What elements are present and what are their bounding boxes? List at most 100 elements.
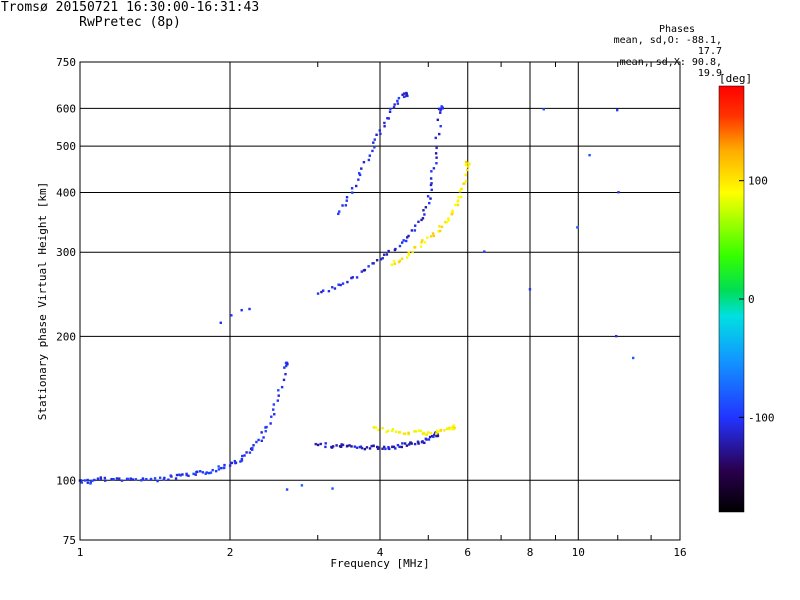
echo-point xyxy=(141,477,145,480)
echo-point xyxy=(615,108,619,112)
echo-point xyxy=(615,334,618,338)
echo-point xyxy=(181,473,184,476)
echo-point xyxy=(252,444,255,447)
echo-point xyxy=(153,477,157,480)
echo-point xyxy=(264,429,267,433)
echo-point xyxy=(277,394,280,397)
echo-point xyxy=(403,442,407,445)
echo-point xyxy=(429,177,433,180)
echo-point xyxy=(196,470,199,473)
echo-point xyxy=(423,432,426,436)
echo-point xyxy=(451,425,455,429)
echo-point xyxy=(344,204,348,207)
echo-point xyxy=(407,431,410,435)
echo-point xyxy=(402,92,406,95)
echo-point xyxy=(99,476,103,479)
echo-point xyxy=(459,195,463,199)
y-tick-label: 600 xyxy=(56,102,76,115)
echo-point xyxy=(324,445,327,449)
echo-point xyxy=(405,444,409,447)
echo-point xyxy=(262,436,265,439)
echo-point xyxy=(360,446,364,450)
echo-point xyxy=(387,249,390,253)
echo-point xyxy=(420,218,423,222)
echo-point xyxy=(424,206,428,209)
echo-point xyxy=(391,428,395,431)
echo-point xyxy=(179,474,182,477)
echo-point xyxy=(156,479,159,483)
echo-point xyxy=(378,129,382,132)
echo-point xyxy=(320,290,323,294)
x-tick-label: 2 xyxy=(227,546,234,559)
echo-point xyxy=(398,259,402,263)
echo-point xyxy=(381,257,384,260)
echo-point xyxy=(416,440,420,443)
echo-point xyxy=(393,262,396,265)
x-axis-label: Frequency [MHz] xyxy=(330,557,429,570)
echo-point xyxy=(384,447,387,451)
echo-point xyxy=(423,241,427,244)
echo-point xyxy=(209,471,213,474)
echo-point xyxy=(255,440,258,444)
echo-point xyxy=(341,282,345,285)
echo-point xyxy=(239,460,242,463)
echo-point xyxy=(91,479,94,482)
echo-point xyxy=(432,435,435,438)
echo-point xyxy=(240,459,244,462)
echo-point xyxy=(458,190,462,193)
echo-point xyxy=(387,117,390,120)
echo-point xyxy=(390,429,394,432)
echo-point xyxy=(277,389,280,392)
echo-point xyxy=(407,443,411,446)
echo-point xyxy=(355,184,358,188)
echo-point xyxy=(110,477,113,481)
x-tick-label: 6 xyxy=(464,546,471,559)
echo-point xyxy=(398,445,401,449)
echo-point xyxy=(260,439,263,442)
echo-point xyxy=(439,111,442,114)
echo-point xyxy=(368,447,372,450)
echo-point xyxy=(272,408,275,411)
y-tick-label: 200 xyxy=(56,330,76,343)
echo-point xyxy=(452,427,455,431)
echo-point xyxy=(199,470,202,473)
echo-point xyxy=(284,372,287,376)
y-tick-label: 100 xyxy=(56,474,76,487)
echo-point xyxy=(187,474,190,478)
echo-point xyxy=(355,446,359,449)
echo-point xyxy=(443,429,446,432)
echo-point xyxy=(248,451,252,454)
echo-point xyxy=(233,459,237,463)
echo-point xyxy=(450,427,453,430)
echo-point xyxy=(348,444,351,447)
echo-point xyxy=(230,314,233,317)
echo-point xyxy=(234,461,238,464)
echo-point xyxy=(387,446,390,449)
y-tick-label: 400 xyxy=(56,186,76,199)
echo-point xyxy=(93,478,96,482)
echo-point xyxy=(466,165,470,168)
echo-point xyxy=(388,447,391,451)
echo-point xyxy=(430,170,433,173)
echo-point xyxy=(483,250,486,253)
echo-point xyxy=(276,399,279,402)
echo-point xyxy=(407,253,410,257)
echo-point xyxy=(163,476,166,480)
echo-point xyxy=(439,428,443,432)
echo-point xyxy=(451,209,454,212)
echo-point xyxy=(429,183,433,187)
echo-point xyxy=(131,478,135,481)
echo-point xyxy=(358,173,362,177)
echo-point xyxy=(282,378,286,382)
echo-point xyxy=(438,225,441,228)
echo-point xyxy=(331,487,334,490)
echo-point xyxy=(417,442,420,445)
echo-point xyxy=(400,257,404,260)
echo-point xyxy=(393,103,396,106)
echo-point xyxy=(410,442,413,445)
echo-point xyxy=(454,203,457,207)
echo-point xyxy=(162,478,166,481)
echo-point xyxy=(389,107,392,111)
echo-point xyxy=(257,438,260,442)
echo-point xyxy=(126,477,130,481)
